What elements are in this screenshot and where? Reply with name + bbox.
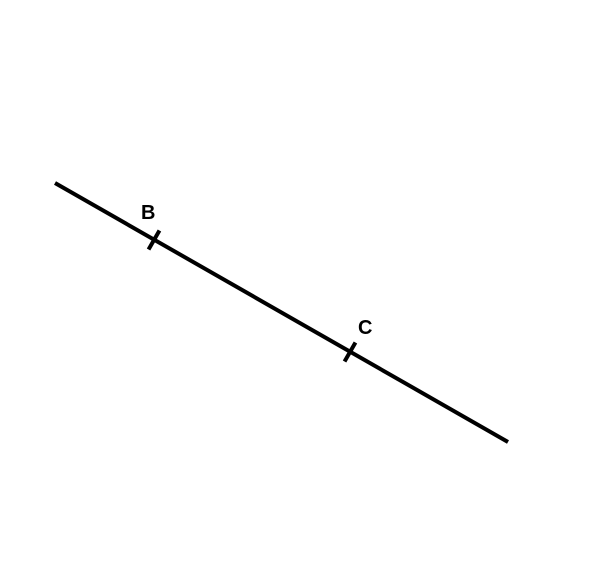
label-b: B — [141, 202, 155, 224]
line-diagram: BC — [0, 0, 614, 573]
labels-group: BC — [141, 202, 372, 339]
main-line — [55, 183, 508, 442]
label-c: C — [358, 317, 372, 339]
